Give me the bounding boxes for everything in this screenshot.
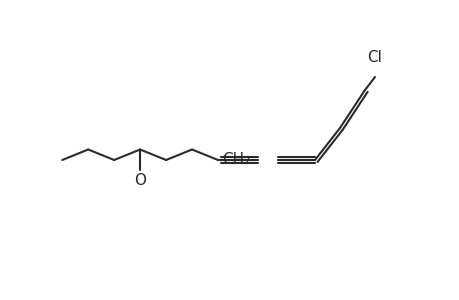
Text: Cl: Cl (367, 50, 381, 65)
Text: CH₂: CH₂ (221, 152, 250, 167)
Text: O: O (134, 172, 146, 188)
